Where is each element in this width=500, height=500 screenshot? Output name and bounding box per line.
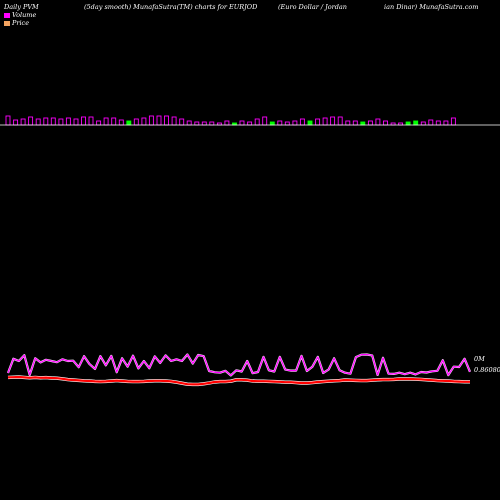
- header-subtitle: (5day smooth) MunafaSutra(TM) charts for…: [84, 3, 258, 11]
- volume-bar: [315, 118, 321, 126]
- legend-volume-label: Volume: [12, 11, 37, 19]
- legend-volume-swatch: [4, 12, 10, 18]
- volume-bar: [111, 117, 117, 126]
- volume-bar: [247, 121, 253, 126]
- volume-bar: [224, 120, 230, 126]
- volume-bar: [50, 117, 56, 126]
- volume-bar: [88, 116, 94, 126]
- volume-bar: [43, 117, 49, 126]
- volume-bar: [186, 120, 192, 126]
- volume-bar: [337, 116, 343, 126]
- volume-bar: [201, 121, 207, 126]
- volume-bar: [73, 118, 79, 126]
- volume-bar: [126, 120, 132, 126]
- volume-bars: [5, 115, 456, 126]
- volume-bar: [103, 117, 109, 126]
- price-line: [7, 375, 470, 386]
- volume-bar: [450, 117, 456, 126]
- volume-bar: [413, 120, 419, 126]
- legend-volume: Volume: [4, 11, 36, 19]
- volume-bar: [360, 121, 366, 126]
- volume-bar: [209, 121, 215, 126]
- volume-bar: [13, 119, 19, 126]
- volume-bar: [375, 118, 381, 126]
- volume-bar: [28, 116, 34, 126]
- price-lines: [6, 353, 472, 387]
- volume-bar: [367, 120, 373, 126]
- volume-bar: [428, 119, 434, 126]
- volume-scale-label: 0M: [474, 355, 485, 363]
- volume-bar: [35, 118, 41, 126]
- volume-bar: [194, 121, 200, 126]
- volume-bar: [277, 120, 283, 126]
- header-symbol-name-a: (Euro Dollar / Jordan: [278, 3, 347, 11]
- volume-bar: [171, 116, 177, 126]
- legend-price-swatch: [4, 20, 10, 26]
- volume-bar: [148, 115, 154, 126]
- volume-bar: [322, 117, 328, 126]
- volume-bar: [299, 118, 305, 126]
- volume-bar: [383, 120, 388, 126]
- price-scale-label: 0.86080: [474, 366, 500, 374]
- volume-bar: [435, 120, 441, 126]
- volume-bar: [262, 116, 268, 126]
- volume-bar: [330, 116, 336, 126]
- header-symbol-name-b: ian Dinar) MunafaSutra.com: [384, 3, 479, 11]
- volume-bar: [307, 120, 313, 126]
- volume-bar: [81, 116, 86, 126]
- volume-bar: [345, 120, 351, 126]
- volume-bar: [292, 120, 298, 126]
- legend-price-label: Price: [12, 19, 30, 27]
- smooth-line: [7, 353, 471, 377]
- volume-bar: [352, 120, 358, 126]
- volume-bar: [20, 118, 26, 126]
- volume-bar: [420, 121, 426, 126]
- volume-bar: [96, 120, 102, 126]
- volume-bar: [405, 121, 411, 126]
- volume-bar: [284, 121, 290, 126]
- volume-bar: [58, 118, 64, 126]
- volume-bar: [239, 120, 245, 126]
- volume-bar: [118, 119, 124, 126]
- volume-bar: [5, 115, 11, 126]
- volume-bar: [141, 117, 147, 126]
- volume-bar: [269, 121, 275, 126]
- volume-bar: [179, 118, 185, 126]
- volume-bar: [65, 117, 71, 126]
- volume-bar: [164, 115, 169, 126]
- legend-price: Price: [4, 19, 29, 27]
- volume-bar: [156, 115, 162, 126]
- volume-bar: [443, 120, 449, 126]
- volume-bar: [254, 118, 260, 126]
- volume-bar: [133, 118, 139, 126]
- header-title: Daily PVM: [4, 3, 39, 11]
